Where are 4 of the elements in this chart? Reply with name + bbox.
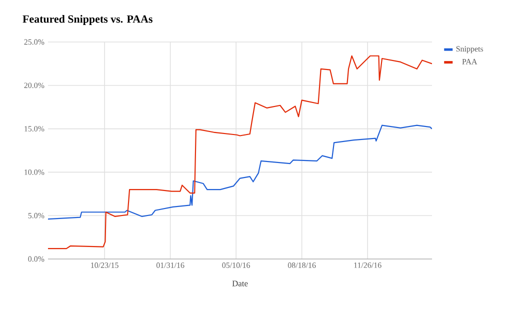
chart-title: Featured Snippets vs. PAAs <box>22 15 152 25</box>
line-series <box>48 55 432 250</box>
line-series <box>48 124 432 220</box>
x-axis-title: Date <box>232 280 248 286</box>
